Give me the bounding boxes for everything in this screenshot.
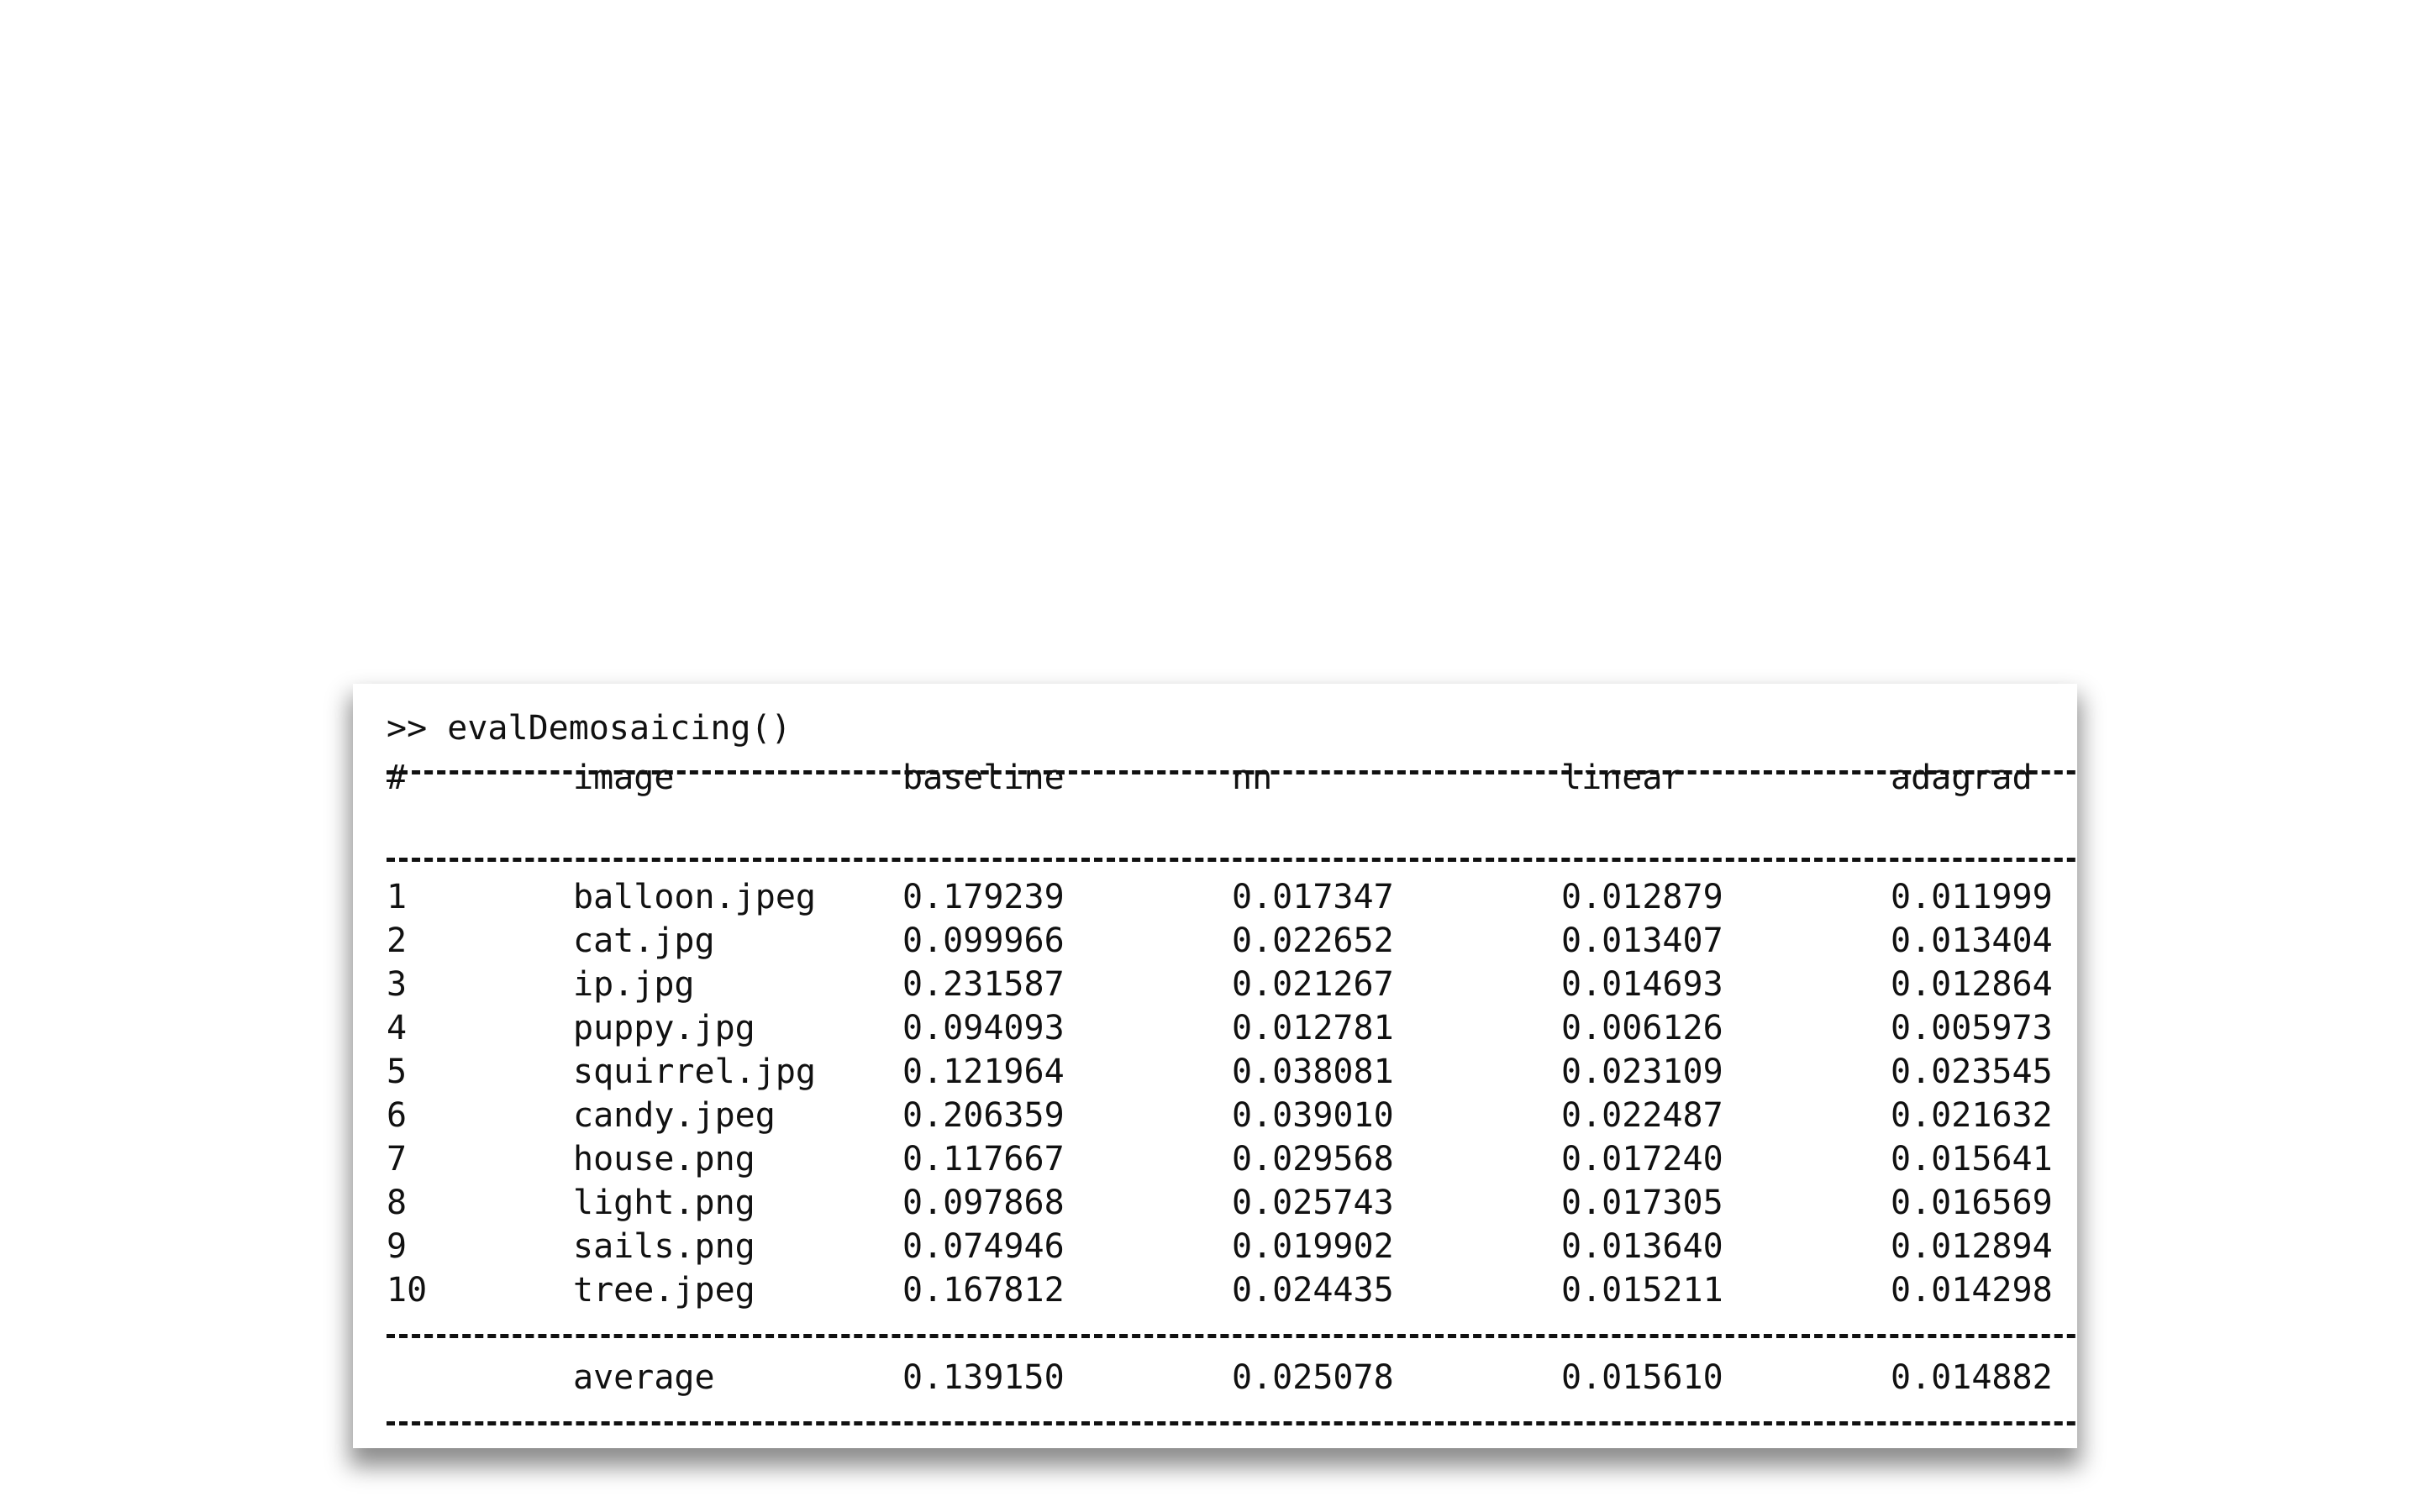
row-baseline: 0.094093 (902, 1009, 1065, 1047)
row-adagrad: 0.012864 (1891, 965, 2053, 1004)
row-adagrad: 0.021632 (1891, 1096, 2053, 1135)
table-row: 2 cat.jpg 0.099966 0.022652 0.013407 0.013404 (353, 919, 2077, 963)
row-linear: 0.013640 (1561, 1227, 1723, 1266)
table-header-row: # image baseline nn linear adagrad (353, 756, 2077, 800)
footer-adagrad: 0.014882 (1891, 1358, 2053, 1397)
table-row: 4 puppy.jpg 0.094093 0.012781 0.006126 0.0059… (353, 1006, 2077, 1050)
table-row: 7 house.png 0.117667 0.029568 0.017240 0.0156… (353, 1137, 2077, 1181)
separator-bottom (387, 1421, 2077, 1425)
row-adagrad: 0.011999 (1891, 878, 2053, 916)
row-nn: 0.017347 (1232, 878, 1394, 916)
row-baseline: 0.206359 (902, 1096, 1065, 1135)
row-linear: 0.013407 (1561, 921, 1723, 960)
row-adagrad: 0.014298 (1891, 1271, 2053, 1310)
row-linear: 0.017305 (1561, 1184, 1723, 1222)
header-adagrad: adagrad (1891, 759, 2033, 797)
row-index: 8 (387, 1184, 408, 1222)
header-baseline: baseline (902, 759, 1065, 797)
row-baseline: 0.179239 (902, 878, 1065, 916)
command-prompt: >> evalDemosaicing() (387, 709, 792, 748)
row-linear: 0.022487 (1561, 1096, 1723, 1135)
table-row: 1 balloon.jpeg 0.179239 0.017347 0.012879 0.0… (353, 875, 2077, 919)
row-image: cat.jpg (573, 921, 715, 960)
footer-label: average (573, 1358, 715, 1397)
row-image: ip.jpg (573, 965, 695, 1004)
row-baseline: 0.074946 (902, 1227, 1065, 1266)
row-nn: 0.029568 (1232, 1140, 1394, 1179)
row-baseline: 0.099966 (902, 921, 1065, 960)
row-nn: 0.012781 (1232, 1009, 1394, 1047)
row-nn: 0.039010 (1232, 1096, 1394, 1135)
matlab-command-window: >> evalDemosaicing() # image baseline nn… (353, 684, 2077, 1448)
row-nn: 0.019902 (1232, 1227, 1394, 1266)
row-nn: 0.038081 (1232, 1053, 1394, 1091)
row-image: sails.png (573, 1227, 755, 1266)
row-image: candy.jpeg (573, 1096, 776, 1135)
row-index: 6 (387, 1096, 408, 1135)
row-index: 9 (387, 1227, 408, 1266)
footer-linear: 0.015610 (1561, 1358, 1723, 1397)
row-baseline: 0.121964 (902, 1053, 1065, 1091)
row-index: 5 (387, 1053, 408, 1091)
row-nn: 0.025743 (1232, 1184, 1394, 1222)
row-index: 3 (387, 965, 408, 1004)
row-baseline: 0.117667 (902, 1140, 1065, 1179)
header-nn: nn (1232, 759, 1273, 797)
row-adagrad: 0.015641 (1891, 1140, 2053, 1179)
row-image: squirrel.jpg (573, 1053, 816, 1091)
table-row: 10 tree.jpeg 0.167812 0.024435 0.015211 0.014… (353, 1268, 2077, 1312)
row-nn: 0.024435 (1232, 1271, 1394, 1310)
header-index: # (387, 759, 408, 797)
row-index: 2 (387, 921, 408, 960)
row-nn: 0.022652 (1232, 921, 1394, 960)
row-adagrad: 0.023545 (1891, 1053, 2053, 1091)
row-linear: 0.017240 (1561, 1140, 1723, 1179)
row-adagrad: 0.012894 (1891, 1227, 2053, 1266)
row-adagrad: 0.016569 (1891, 1184, 2053, 1222)
row-image: balloon.jpeg (573, 878, 816, 916)
row-baseline: 0.231587 (902, 965, 1065, 1004)
row-linear: 0.023109 (1561, 1053, 1723, 1091)
row-image: house.png (573, 1140, 755, 1179)
table-row: 9 sails.png 0.074946 0.019902 0.013640 0.0128… (353, 1225, 2077, 1268)
row-index: 4 (387, 1009, 408, 1047)
separator-footer (387, 1334, 2077, 1338)
separator-header (387, 858, 2077, 862)
row-adagrad: 0.005973 (1891, 1009, 2053, 1047)
row-image: tree.jpeg (573, 1271, 755, 1310)
row-linear: 0.006126 (1561, 1009, 1723, 1047)
row-image: puppy.jpg (573, 1009, 755, 1047)
row-index: 7 (387, 1140, 408, 1179)
table-row: 5 squirrel.jpg 0.121964 0.038081 0.023109 0.0… (353, 1050, 2077, 1094)
separator-top (387, 770, 2077, 774)
row-index: 1 (387, 878, 408, 916)
header-linear: linear (1561, 759, 1683, 797)
row-baseline: 0.097868 (902, 1184, 1065, 1222)
header-image: image (573, 759, 675, 797)
table-row: 8 light.png 0.097868 0.025743 0.017305 0.0165… (353, 1181, 2077, 1225)
row-baseline: 0.167812 (902, 1271, 1065, 1310)
table-row: 3 ip.jpg 0.231587 0.021267 0.014693 0.012864 (353, 963, 2077, 1006)
table-row: 6 candy.jpeg 0.206359 0.039010 0.022487 0.021… (353, 1094, 2077, 1137)
row-nn: 0.021267 (1232, 965, 1394, 1004)
footer-baseline: 0.139150 (902, 1358, 1065, 1397)
row-linear: 0.015211 (1561, 1271, 1723, 1310)
row-linear: 0.012879 (1561, 878, 1723, 916)
row-index: 10 (387, 1271, 428, 1310)
footer-nn: 0.025078 (1232, 1358, 1394, 1397)
row-linear: 0.014693 (1561, 965, 1723, 1004)
row-image: light.png (573, 1184, 755, 1222)
table-footer-row: average 0.139150 0.025078 0.015610 0.014… (353, 1356, 2077, 1399)
row-adagrad: 0.013404 (1891, 921, 2053, 960)
